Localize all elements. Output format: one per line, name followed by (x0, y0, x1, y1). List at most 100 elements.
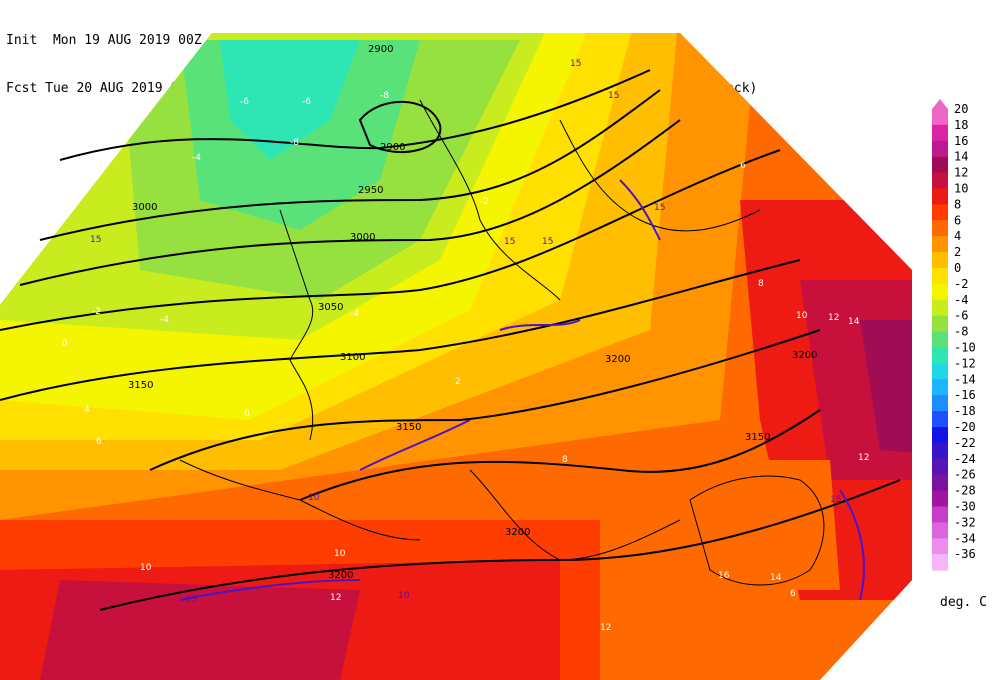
temp-label: -2 (480, 197, 489, 207)
temp-label: -2 (92, 307, 101, 317)
wind-label: 15 (504, 237, 515, 247)
height-label-3000-mid: 3000 (350, 232, 375, 243)
legend-level-label: 10 (954, 182, 968, 196)
legend-level-label: 20 (954, 102, 968, 116)
wind-label: 15 (608, 91, 619, 101)
legend-level-label: -12 (954, 356, 976, 370)
wind-label: 15 (90, 235, 101, 245)
legend-swatch (932, 204, 948, 221)
height-label-3000-west: 3000 (132, 202, 157, 213)
temperature-labels: -6 -6 -8 -4 -8 -4 -2 -2 -4 0 2 0 4 6 8 6… (62, 91, 869, 633)
legend-level-label: 14 (954, 150, 968, 164)
temp-label: -6 (302, 97, 311, 107)
legend-level-label: 8 (954, 197, 961, 211)
legend-swatch (932, 283, 948, 301)
temp-label: 10 (796, 311, 808, 321)
legend-swatch (932, 538, 948, 555)
legend-level-label: -32 (954, 515, 976, 529)
legend-level-label: -22 (954, 436, 976, 450)
height-label-2950: 2950 (358, 185, 383, 196)
wind-label: 15 (186, 595, 197, 605)
temp-label: 12 (858, 453, 869, 463)
temp-label: 12 (330, 593, 341, 603)
legend-level-label: 4 (954, 229, 961, 243)
legend-level-label: -16 (954, 388, 976, 402)
temp-label: -4 (350, 309, 359, 319)
temp-label: 6 (740, 161, 746, 171)
wind-label: 10 (398, 591, 410, 601)
height-label-3200-south: 3200 (505, 527, 530, 538)
legend-labels: 20181614121086420-2-4-6-8-10-12-14-16-18… (954, 102, 976, 561)
legend-level-label: 0 (954, 261, 961, 275)
legend-swatch (932, 124, 948, 142)
legend-level-label: -36 (954, 547, 976, 561)
legend-level-label: -20 (954, 420, 976, 434)
legend-swatch (932, 331, 948, 348)
legend-swatch (932, 220, 948, 237)
height-labels: 2900 2900 2950 3000 3000 3050 3100 3150 … (128, 44, 817, 581)
legend-level-label: 12 (954, 166, 968, 180)
temp-label: 2 (455, 377, 461, 387)
legend-level-label: 18 (954, 118, 968, 132)
legend-swatch (932, 188, 948, 205)
legend-level-label: 16 (954, 134, 968, 148)
legend-swatch (932, 427, 948, 444)
height-label-3100: 3100 (340, 352, 365, 363)
legend-swatch (932, 442, 948, 460)
legend-swatch (932, 268, 948, 285)
temp-label: 6 (790, 589, 796, 599)
legend-arrow-top (932, 99, 948, 109)
legend-level-label: -26 (954, 468, 976, 482)
temp-label: -8 (290, 138, 299, 148)
legend-swatch (932, 411, 948, 428)
legend-level-label: -4 (954, 293, 968, 307)
temp-label: -4 (192, 153, 201, 163)
legend-level-label: -30 (954, 500, 976, 514)
legend-swatch (932, 395, 948, 412)
legend-swatch (932, 554, 948, 571)
temp-label: 12 (828, 313, 839, 323)
height-label-2900-low: 2900 (380, 142, 405, 153)
legend-level-label: 6 (954, 213, 961, 227)
temp-label: 0 (62, 339, 68, 349)
height-label-2900-north: 2900 (368, 44, 393, 55)
temp-label: 12 (600, 623, 611, 633)
wind-label: 10 (308, 493, 320, 503)
height-contours (0, 69, 901, 611)
legend-level-label: -2 (954, 277, 968, 291)
legend-level-label: -10 (954, 341, 976, 355)
legend-level-label: -8 (954, 325, 968, 339)
legend-swatch (932, 236, 948, 253)
legend-units: deg. C (940, 595, 987, 610)
wind-labels: 15 15 15 15 10 15 15 15 10 15 (90, 59, 841, 605)
height-label-3200-east: 3200 (792, 350, 817, 361)
coastlines (179, 99, 825, 586)
legend-swatch (932, 140, 948, 158)
height-label-3200-sw: 3200 (328, 570, 353, 581)
temp-label: 16 (718, 571, 730, 581)
legend-swatch (932, 156, 948, 174)
legend-level-label: -24 (954, 452, 976, 466)
temp-label: 8 (758, 279, 764, 289)
temp-label: 10 (334, 549, 346, 559)
legend-swatch (932, 522, 948, 539)
legend-swatch (932, 379, 948, 396)
height-label-3150-center: 3150 (396, 422, 421, 433)
legend-swatch (932, 363, 948, 380)
legend-level-label: -14 (954, 372, 976, 386)
legend-swatch (932, 506, 948, 523)
temp-label: 8 (562, 455, 568, 465)
legend-swatches (932, 99, 948, 571)
legend-swatch (932, 347, 948, 364)
temp-label: 14 (848, 317, 860, 327)
wind-label: 15 (542, 237, 553, 247)
temp-label: -6 (240, 97, 249, 107)
legend-swatch (932, 490, 948, 507)
temp-label: 14 (770, 573, 782, 583)
wind-label: 15 (570, 59, 581, 69)
legend-swatch (932, 252, 948, 269)
legend-swatch (932, 172, 948, 189)
height-label-3150-east: 3150 (745, 432, 770, 443)
